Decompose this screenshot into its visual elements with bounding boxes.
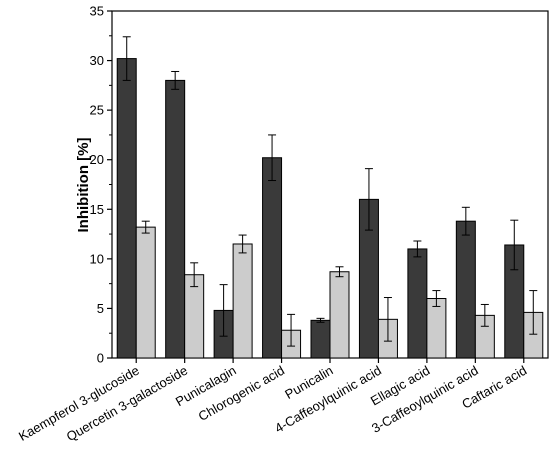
y-tick-label: 0 xyxy=(97,351,104,366)
x-tick-label: Chlorogenic acid xyxy=(196,363,287,424)
bar-series-2 xyxy=(184,274,205,359)
y-axis: 0 5 10 15 20 25 30 35 xyxy=(90,4,112,366)
bar-group xyxy=(116,58,544,359)
y-tick-label: 20 xyxy=(90,152,104,167)
bar-series-1 xyxy=(165,79,186,359)
bar-series-2 xyxy=(135,226,156,359)
bar-series-2 xyxy=(232,243,253,359)
y-tick-label: 10 xyxy=(90,251,104,266)
bar-series-1 xyxy=(310,319,331,359)
bar-series-1 xyxy=(116,58,137,359)
bar-series-2 xyxy=(426,298,447,359)
bar-series-2 xyxy=(329,271,350,359)
y-tick-label: 25 xyxy=(90,103,104,118)
error-bar-group xyxy=(122,36,538,347)
y-tick-label: 5 xyxy=(97,301,104,316)
bar-series-1 xyxy=(407,248,428,359)
y-tick-label: 15 xyxy=(90,202,104,217)
y-tick-label: 30 xyxy=(90,53,104,68)
bar-series-1 xyxy=(262,157,283,359)
bar-series-1 xyxy=(455,220,476,359)
y-axis-title: Inhibition [%] xyxy=(75,138,92,233)
y-tick-label: 35 xyxy=(90,4,104,19)
